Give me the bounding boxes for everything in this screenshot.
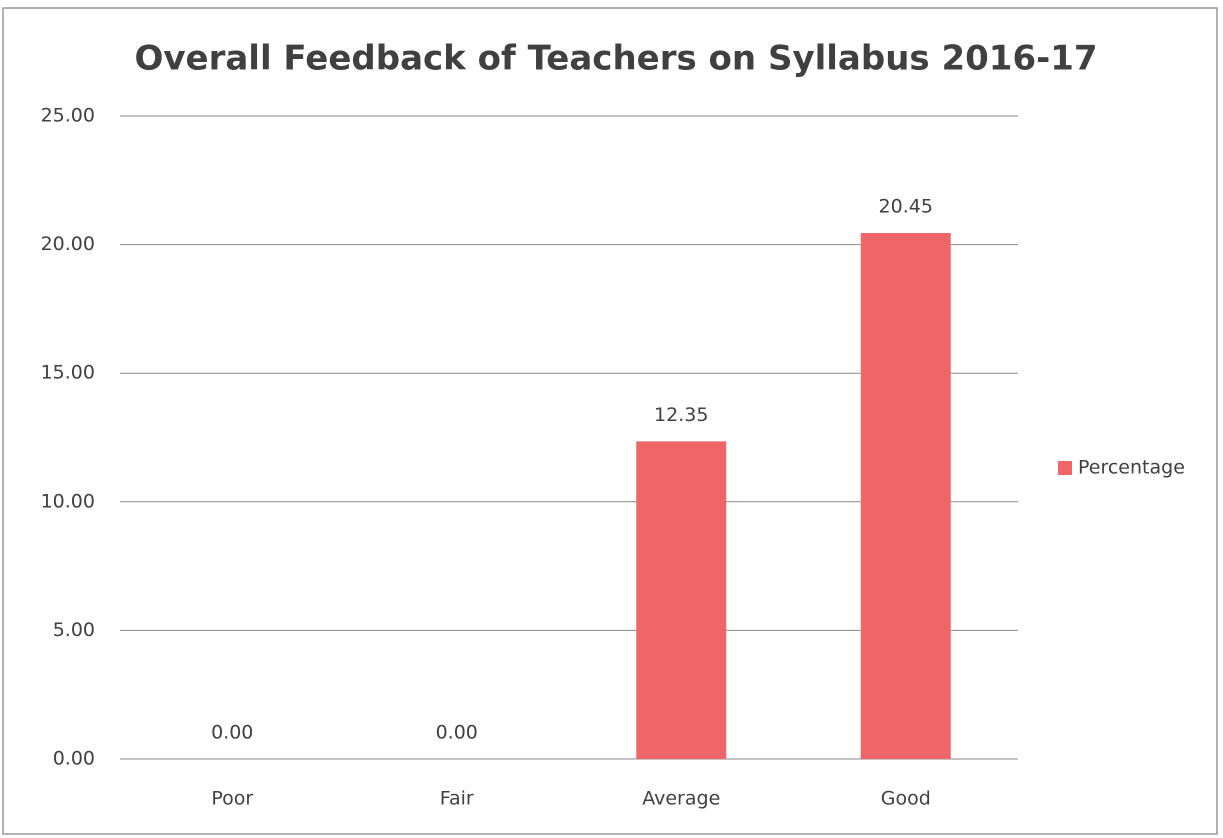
y-tick-label: 25.00: [41, 105, 95, 127]
chart-title: Overall Feedback of Teachers on Syllabus…: [134, 39, 1097, 79]
y-tick-label: 0.00: [53, 748, 95, 770]
bar: [636, 441, 727, 759]
data-label: 0.00: [436, 722, 478, 744]
legend-swatch: [1058, 461, 1072, 475]
x-tick-label: Good: [881, 788, 931, 810]
x-tick-label: Average: [642, 788, 720, 810]
y-tick-label: 20.00: [41, 233, 95, 255]
y-tick-label: 10.00: [41, 490, 95, 512]
y-tick-label: 5.00: [53, 619, 95, 641]
bar: [860, 233, 951, 759]
data-label: 20.45: [879, 196, 933, 218]
x-tick-label: Poor: [211, 788, 253, 810]
chart-border: [2, 7, 1218, 835]
data-label: 0.00: [211, 722, 253, 744]
x-tick-label: Fair: [440, 788, 474, 810]
legend-label: Percentage: [1078, 457, 1185, 479]
y-tick-label: 15.00: [41, 362, 95, 384]
data-label: 12.35: [654, 404, 708, 426]
